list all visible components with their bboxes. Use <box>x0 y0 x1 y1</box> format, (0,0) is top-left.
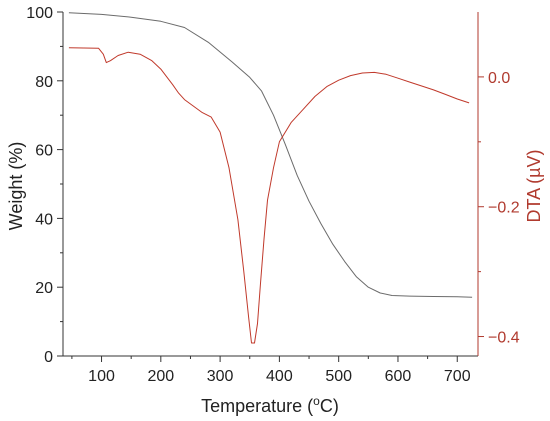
y-left-tick-label: 100 <box>26 5 53 22</box>
y-left-tick-label: 20 <box>35 280 53 297</box>
x-tick-label: 400 <box>266 368 293 385</box>
x-tick-label: 500 <box>325 368 352 385</box>
x-axis-title-base: Temperature ( <box>201 396 313 416</box>
x-axis-title: Temperature (oC) <box>201 394 339 416</box>
y-left-tick-label: 40 <box>35 211 53 228</box>
y-right-tick-label: 0.0 <box>488 70 510 87</box>
y-axis-left-title: Weight (%) <box>6 142 26 231</box>
plot-area: 100 200 300 400 500 600 700 0 20 40 60 80 100 −0.4 −0.… <box>26 5 519 385</box>
y-axis-right-title: DTA (µV) <box>524 149 544 222</box>
y-left-tick-label: 80 <box>35 74 53 91</box>
x-tick-label: 200 <box>147 368 174 385</box>
y-left-tick-label: 0 <box>44 349 53 366</box>
x-tick-label: 100 <box>88 368 115 385</box>
x-tick-label: 300 <box>207 368 234 385</box>
y-right-tick-label: −0.4 <box>488 330 520 347</box>
y-left-tick-label: 60 <box>35 143 53 160</box>
x-axis-title-sup: o <box>313 394 320 408</box>
dta-curve <box>68 47 470 344</box>
y-right-tick-label: −0.2 <box>488 200 520 217</box>
x-tick-label: 600 <box>385 368 412 385</box>
x-tick-label: 700 <box>444 368 471 385</box>
x-axis-title-tail: C) <box>320 396 339 416</box>
weight-curve <box>68 12 473 298</box>
